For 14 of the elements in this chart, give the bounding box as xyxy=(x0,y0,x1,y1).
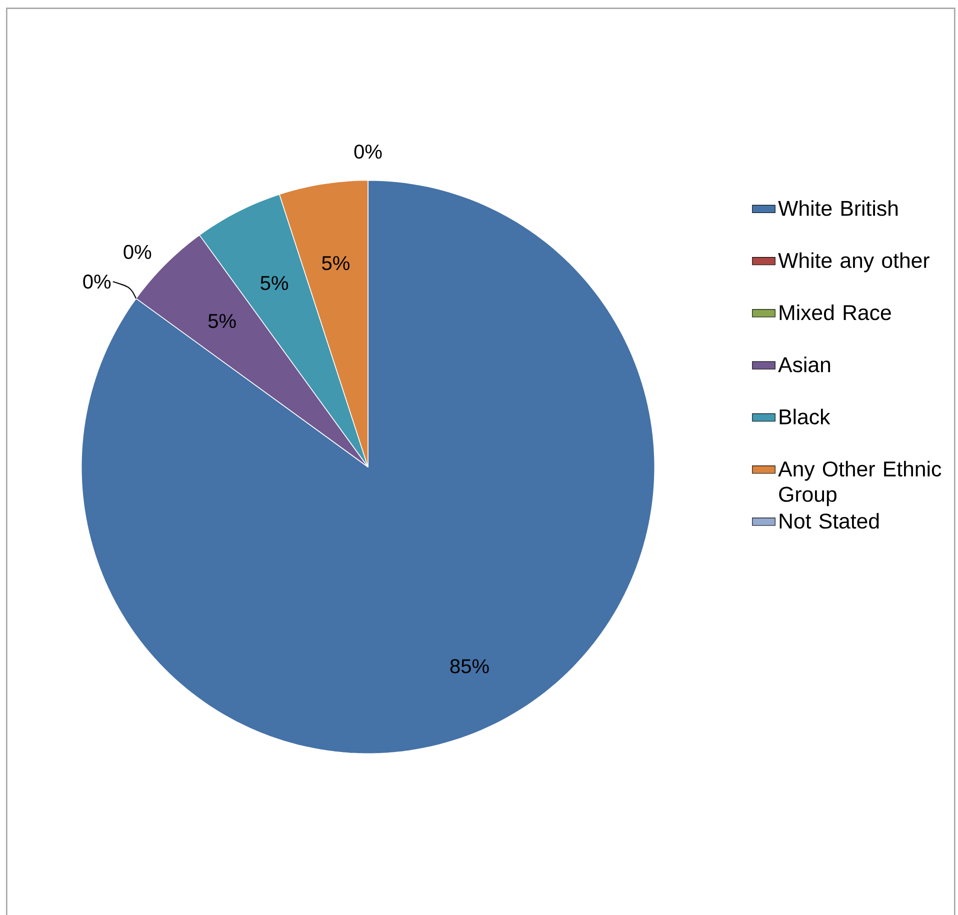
data-label: 5% xyxy=(322,256,350,270)
text: 0% xyxy=(354,144,382,159)
legend-label: Black xyxy=(780,408,830,424)
legend-label: Not Stated xyxy=(780,513,879,529)
text: 0% xyxy=(124,244,152,260)
legend-label: White any other xyxy=(778,252,930,272)
legend-label: Any Other Ethnic Group xyxy=(778,460,942,506)
data-label: 5% xyxy=(260,276,288,290)
text: 0% xyxy=(83,274,111,289)
legend-label: Mixed Race xyxy=(780,304,891,320)
data-label: 85% xyxy=(450,659,489,674)
data-label: 5% xyxy=(208,314,236,328)
legend-label: White British xyxy=(778,200,898,216)
legend-label: Asian xyxy=(778,356,830,372)
